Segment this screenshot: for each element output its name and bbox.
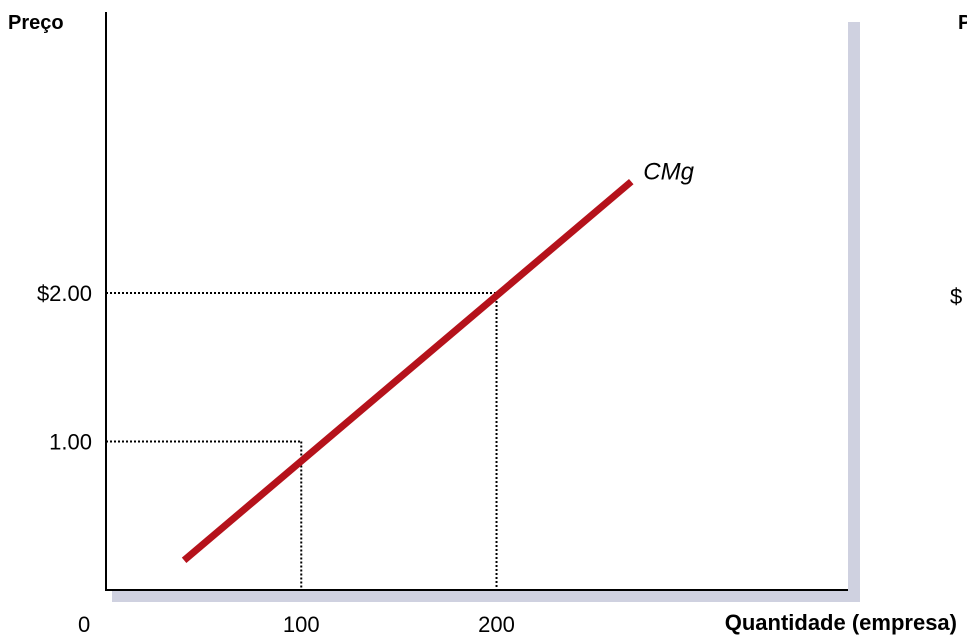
origin-label: 0 <box>78 612 90 637</box>
tick-labels: 100 200 1.00 $2.00 <box>37 281 515 637</box>
reference-lines <box>106 292 498 590</box>
cmg-curve <box>181 178 634 563</box>
cutoff-label-top: P <box>958 12 967 34</box>
cutoff-label-mid: $ <box>950 284 962 309</box>
x-tick-label-1: 200 <box>478 612 515 637</box>
panel-shadow-bottom <box>112 590 860 602</box>
y-tick-label-0: 1.00 <box>49 430 92 455</box>
y-axis-label: Preço <box>8 12 64 34</box>
panel-shadow-right <box>848 22 860 598</box>
y-tick-label-1: $2.00 <box>37 281 92 306</box>
x-tick-label-0: 100 <box>283 612 320 637</box>
cmg-label: CMg <box>643 159 694 186</box>
x-axis-label: Quantidade (empresa) <box>725 610 957 635</box>
